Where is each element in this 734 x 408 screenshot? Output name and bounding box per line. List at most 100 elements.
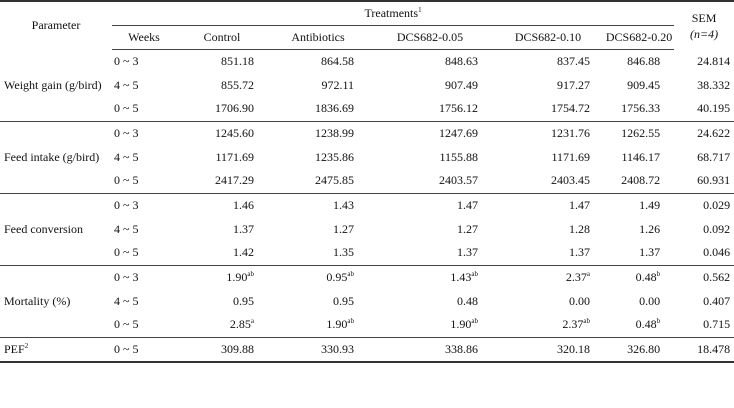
table-row: 0 ~ 5 2417.29 2475.85 2403.57 2403.45 2408.72… [0,169,734,193]
value-cell: 1235.86 [268,145,368,169]
significance-letter: ab [583,317,590,326]
value-text: 0.48 [635,317,657,332]
value-text: 1.49 [639,197,661,212]
value-cell: 1.37 [604,241,674,265]
value-text: 1.28 [569,221,590,236]
value-text: 837.45 [557,53,590,68]
table-row: 4 ~ 5 1171.69 1235.86 1155.88 1171.69 1146.17… [0,145,734,169]
value-text: 1262.55 [621,125,661,140]
weeks-cell: 0 ~ 3 [112,264,176,289]
value-text: 1706.90 [215,101,254,116]
value-text: 864.58 [321,53,354,68]
value-text: 1.90 [450,317,472,332]
column-header-2: Antibiotics [268,25,368,50]
value-cell: 0.00 [492,289,604,313]
value-cell: 0.48b [604,313,674,337]
treatments-header: Treatments1 [112,0,675,26]
value-cell: 1754.72 [492,97,604,121]
sem-header: SEM (n=4) [674,0,734,49]
parameter-footnote-mark: 2 [24,342,29,351]
value-cell: 0.48b [604,264,675,289]
significance-letter: ab [471,269,478,278]
value-text: 1.47 [569,197,590,212]
column-header-5: DCS682-0.20 [604,25,675,50]
value-text: 1146.17 [621,149,661,164]
value-text: 1.43 [450,269,472,284]
value-text: 1756.33 [621,101,661,116]
value-text: 2408.72 [621,173,661,188]
weeks-cell: 0 ~ 3 [112,120,176,145]
parameter-label-text: Weight gain (g/bird) [4,77,102,92]
value-cell: 326.80 [604,336,675,363]
column-header-4: DCS682-0.10 [492,25,604,50]
weeks-cell: 0 ~ 3 [112,192,176,217]
sem-cell: 60.931 [697,173,731,188]
table-row: 4 ~ 5 855.72 972.11 907.49 917.27 909.45 38.33… [0,73,734,97]
value-text: 1.27 [457,221,478,236]
value-text: 0.95 [333,293,354,308]
value-cell: 330.93 [268,336,368,363]
header-row-2: Weeks Control Antibiotics DCS682-0.05 DCS682… [0,25,734,50]
value-text: 1171.69 [215,149,254,164]
parameter-label-text: PEF [4,342,25,357]
value-cell: 1.49 [604,192,675,217]
value-text: 1155.88 [439,149,478,164]
sem-cell: 38.332 [697,77,731,92]
value-text: 851.18 [221,53,254,68]
value-cell: 907.49 [368,73,492,97]
value-text: 2475.85 [315,173,354,188]
sem-cell: 18.478 [674,336,734,363]
value-text: 1.35 [333,245,354,260]
significance-letter: ab [347,269,354,278]
weeks-cell: 4 ~ 5 [114,77,139,92]
weeks-cell: 4 ~ 5 [114,149,139,164]
value-text: 855.72 [221,77,254,92]
value-cell: 1.46 [176,192,268,217]
value-text: 1.37 [639,245,661,260]
value-cell: 1756.12 [368,97,492,121]
treatments-header-text: Treatments [364,5,419,20]
weeks-cell: 0 ~ 5 [112,336,176,363]
value-cell: 837.45 [492,49,604,73]
column-header-3: DCS682-0.05 [368,25,492,50]
value-cell: 2408.72 [604,169,674,193]
value-text: 338.86 [445,341,478,356]
value-cell: 1231.76 [492,120,604,145]
sem-cell: 0.715 [703,317,731,332]
value-cell: 1.43 [268,192,368,217]
value-cell: 848.63 [368,49,492,73]
sem-cell: 24.814 [697,53,731,68]
value-cell: 0.95 [268,289,368,313]
value-cell: 1.35 [268,241,368,265]
weeks-cell: 0 ~ 5 [114,245,139,260]
parameter-label-text: Feed conversion [4,222,83,236]
value-text: 0.48 [457,293,478,308]
value-text: 330.93 [321,341,354,356]
value-text: 1754.72 [551,101,590,116]
value-cell: 2403.57 [368,169,492,193]
value-text: 2417.29 [215,173,254,188]
parameter-label: Feed conversion [0,192,112,265]
value-text: 1247.69 [439,125,478,140]
header-row-1: Parameter Treatments1 SEM (n=4) [0,0,734,49]
value-text: 2403.45 [551,173,590,188]
value-cell: 2.37a [492,264,604,289]
value-cell: 1.27 [368,217,492,241]
value-cell: 0.95ab [268,264,368,289]
value-text: 1171.69 [551,149,590,164]
significance-letter: ab [471,317,478,326]
value-cell: 0.95 [176,289,268,313]
value-text: 1.43 [333,197,354,212]
sem-header-text: SEM [691,10,717,25]
table-row: 0 ~ 5 1706.90 1836.69 1756.12 1754.72 1756.33… [0,97,734,121]
value-cell: 1.47 [368,192,492,217]
value-cell: 855.72 [176,73,268,97]
value-text: 1.26 [639,221,661,236]
value-text: 1245.60 [215,125,254,140]
significance-letter: b [656,317,661,326]
weeks-cell: 4 ~ 5 [114,221,139,236]
value-cell: 1247.69 [368,120,492,145]
weeks-cell: 4 ~ 5 [114,293,139,308]
value-cell: 846.88 [604,49,674,73]
